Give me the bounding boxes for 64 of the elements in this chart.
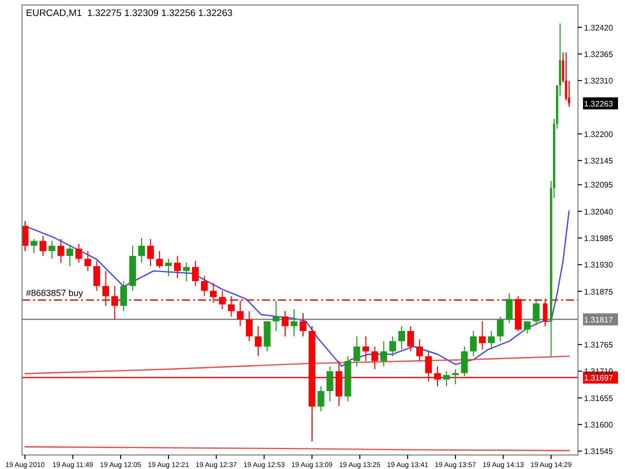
line-series xyxy=(24,356,570,374)
candlestick xyxy=(246,310,253,342)
candlestick xyxy=(174,255,181,279)
candlestick xyxy=(532,298,540,326)
candlestick xyxy=(200,275,208,297)
y-tick-label: 1.31765 xyxy=(584,340,614,350)
candlestick xyxy=(407,326,414,352)
candlestick xyxy=(165,258,172,277)
candlestick xyxy=(389,336,396,357)
candlestick xyxy=(30,238,38,254)
candlestick xyxy=(318,386,324,412)
y-tick-label: 1.31985 xyxy=(584,234,614,243)
candlestick xyxy=(282,310,288,337)
candlestick xyxy=(452,368,459,385)
y-tick-label: 1.32040 xyxy=(584,207,614,216)
candlestick xyxy=(84,250,92,272)
candlestick xyxy=(66,245,74,267)
candlestick xyxy=(506,292,513,324)
y-tick-label: 1.32145 xyxy=(584,156,614,166)
candlestick xyxy=(461,346,468,377)
candlestick xyxy=(147,238,154,267)
y-tick-label: 1.31600 xyxy=(584,420,614,430)
candlestick xyxy=(254,326,262,357)
y-tick-label: 1.32365 xyxy=(584,50,614,59)
line-series xyxy=(24,210,570,367)
candlestick xyxy=(443,370,450,387)
y-tick-label: 1.31655 xyxy=(584,394,614,403)
candlestick xyxy=(75,243,82,264)
text: 1.32263 xyxy=(584,99,614,108)
candlestick xyxy=(57,238,64,264)
candlestick xyxy=(326,366,334,402)
candlestick xyxy=(192,260,199,286)
y-tick-label: 1.32095 xyxy=(584,180,614,190)
y-tick-label: 1.32200 xyxy=(584,130,614,139)
candlestick xyxy=(371,346,378,370)
candlestick xyxy=(300,312,306,337)
candlestick xyxy=(496,316,504,342)
candlestick xyxy=(272,300,280,332)
candlestick xyxy=(524,320,531,334)
candlestick xyxy=(290,308,298,337)
y-tick-label: 1.31545 xyxy=(584,447,614,456)
candlestick xyxy=(236,300,244,327)
y-tick-label: 1.32420 xyxy=(584,23,614,32)
candlestick xyxy=(362,336,370,362)
candlestick xyxy=(380,340,388,367)
ref-line-label: #8683857 buy xyxy=(26,288,84,298)
candlestick xyxy=(416,338,423,362)
candlestick xyxy=(120,280,127,312)
candlestick xyxy=(156,250,163,269)
candlestick xyxy=(183,262,190,282)
candlestick xyxy=(138,237,145,264)
chart-title: EURCAD,M1 1.32275 1.32309 1.32256 1.32263 xyxy=(26,8,233,19)
y-tick-label: 1.32310 xyxy=(584,76,614,86)
candlestick xyxy=(470,330,477,357)
candlestick xyxy=(478,320,486,350)
y-tick-label: 1.31875 xyxy=(584,287,614,296)
candlestick xyxy=(353,336,360,367)
candlestick xyxy=(93,260,100,292)
ref-line-label: 1.31817 xyxy=(584,315,614,324)
candlestick xyxy=(48,240,56,260)
candlestick xyxy=(488,330,495,350)
y-tick-label: 1.31930 xyxy=(584,260,614,270)
candlestick xyxy=(40,236,46,256)
candlestick xyxy=(398,326,405,350)
